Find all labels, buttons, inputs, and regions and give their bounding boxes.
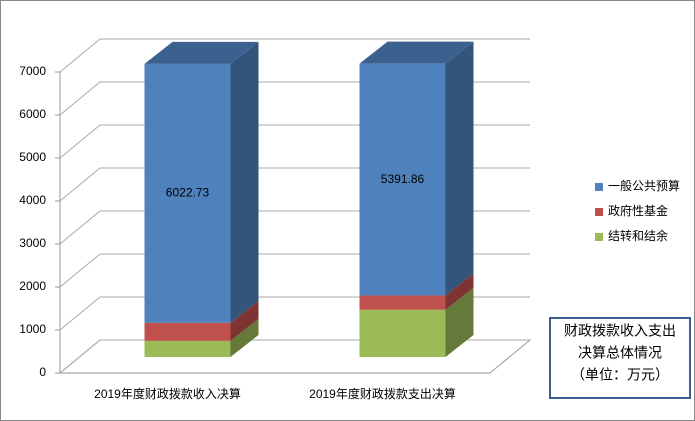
x-tick-label: 2019年度财政拨款收入决算 [94, 386, 241, 401]
annotation-text: 财政拨款收入支出 [564, 323, 676, 339]
y-tick-label: 7000 [19, 64, 46, 78]
bar-top [144, 41, 259, 64]
y-tick-label: 5000 [19, 150, 46, 164]
bar-side [230, 41, 259, 323]
y-tick-label: 6000 [19, 107, 46, 121]
y-tick-label: 2000 [19, 279, 46, 293]
annotation-text: （单位：万元） [571, 367, 669, 383]
data-label: 5391.86 [381, 172, 425, 186]
legend-swatch [595, 183, 603, 191]
bar-segment [144, 63, 231, 323]
x-tick-label: 2019年度财政拨款支出决算 [309, 386, 456, 401]
bar-segment [359, 309, 446, 357]
y-tick-label: 4000 [19, 193, 46, 207]
bar-segment [359, 295, 446, 310]
bar-top [359, 41, 474, 64]
annotation-box [549, 317, 691, 399]
legend-swatch [595, 208, 603, 216]
bar-segment [144, 340, 231, 357]
legend-label: 一般公共预算 [608, 178, 680, 193]
annotation-text: 决算总体情况 [578, 345, 662, 361]
data-label: 6022.73 [166, 185, 210, 199]
bar-side [445, 273, 474, 310]
bar-segment [144, 322, 231, 341]
legend-label: 结转和结余 [608, 228, 668, 243]
grid-line [59, 38, 530, 73]
y-tick-label: 0 [39, 365, 46, 379]
bar-side [445, 41, 474, 296]
y-tick-label: 3000 [19, 236, 46, 250]
bar-side [230, 318, 259, 357]
bar-segment [359, 63, 446, 296]
bar-side [230, 300, 259, 341]
legend-swatch [595, 233, 603, 241]
y-tick-label: 1000 [19, 322, 46, 336]
legend-label: 政府性基金 [608, 203, 668, 218]
bar-side [445, 287, 474, 357]
